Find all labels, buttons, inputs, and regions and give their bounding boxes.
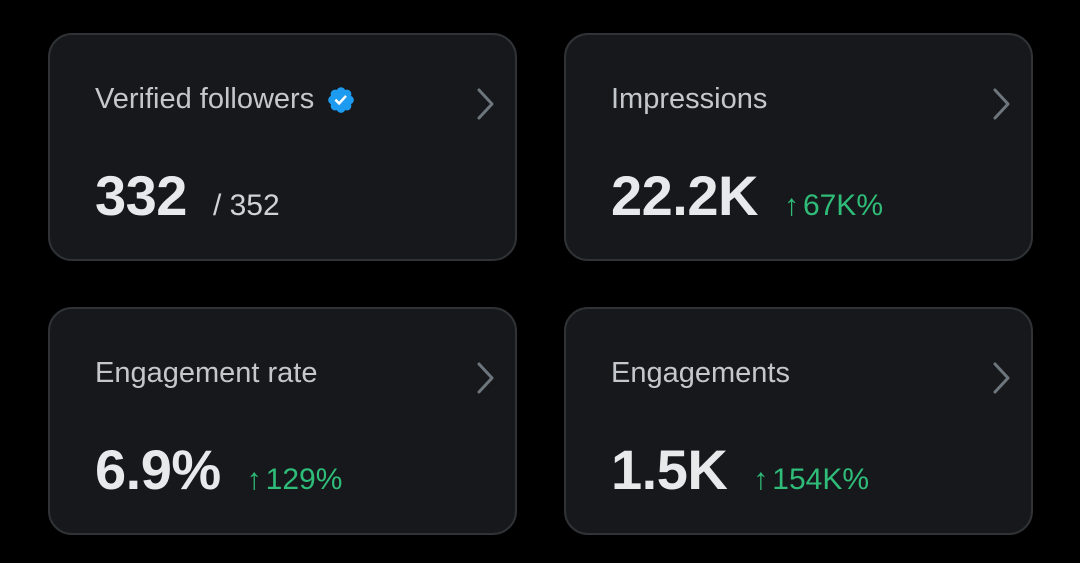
metric-change: ↑ 129% (247, 463, 343, 497)
arrow-up-icon: ↑ (783, 189, 799, 222)
metric-value: 332 (95, 164, 187, 227)
metric-change: ↑ 154K% (753, 463, 869, 497)
verified-badge-icon (326, 85, 356, 115)
impressions-card[interactable]: Impressions 22.2K ↑ 67K% (564, 33, 1033, 261)
engagements-label: Engagements (611, 357, 790, 389)
change-value: 129% (265, 463, 343, 496)
card-title: Engagement rate (95, 357, 317, 390)
metric-row: 332 / 352 (95, 163, 280, 228)
metric-row: 22.2K ↑ 67K% (611, 163, 883, 228)
chevron-right-icon (993, 362, 1010, 394)
metric-total: / 352 (212, 189, 280, 222)
engagement-rate-label: Engagement rate (95, 357, 318, 389)
change-value: 154K% (772, 463, 870, 496)
card-title: Verified followers (95, 83, 356, 116)
card-title: Engagements (611, 357, 790, 390)
engagement-rate-card[interactable]: Engagement rate 6.9% ↑ 129% (48, 307, 517, 535)
arrow-up-icon: ↑ (246, 463, 262, 496)
arrow-up-icon: ↑ (753, 463, 769, 496)
metric-row: 6.9% ↑ 129% (95, 437, 342, 502)
chevron-right-icon (477, 88, 494, 120)
chevron-right-icon (477, 362, 494, 394)
chevron-right-icon (993, 88, 1010, 120)
metric-row: 1.5K ↑ 154K% (611, 437, 869, 502)
change-value: 67K% (802, 189, 883, 222)
impressions-label: Impressions (611, 83, 768, 115)
metric-value: 22.2K (611, 164, 758, 227)
metric-change: ↑ 67K% (784, 189, 883, 223)
engagements-card[interactable]: Engagements 1.5K ↑ 154K% (564, 307, 1033, 535)
card-title: Impressions (611, 83, 767, 116)
metric-value: 1.5K (611, 438, 728, 501)
verified-followers-label: Verified followers (95, 83, 315, 115)
metric-value: 6.9% (95, 438, 221, 501)
verified-followers-card[interactable]: Verified followers 332 / 352 (48, 33, 517, 261)
